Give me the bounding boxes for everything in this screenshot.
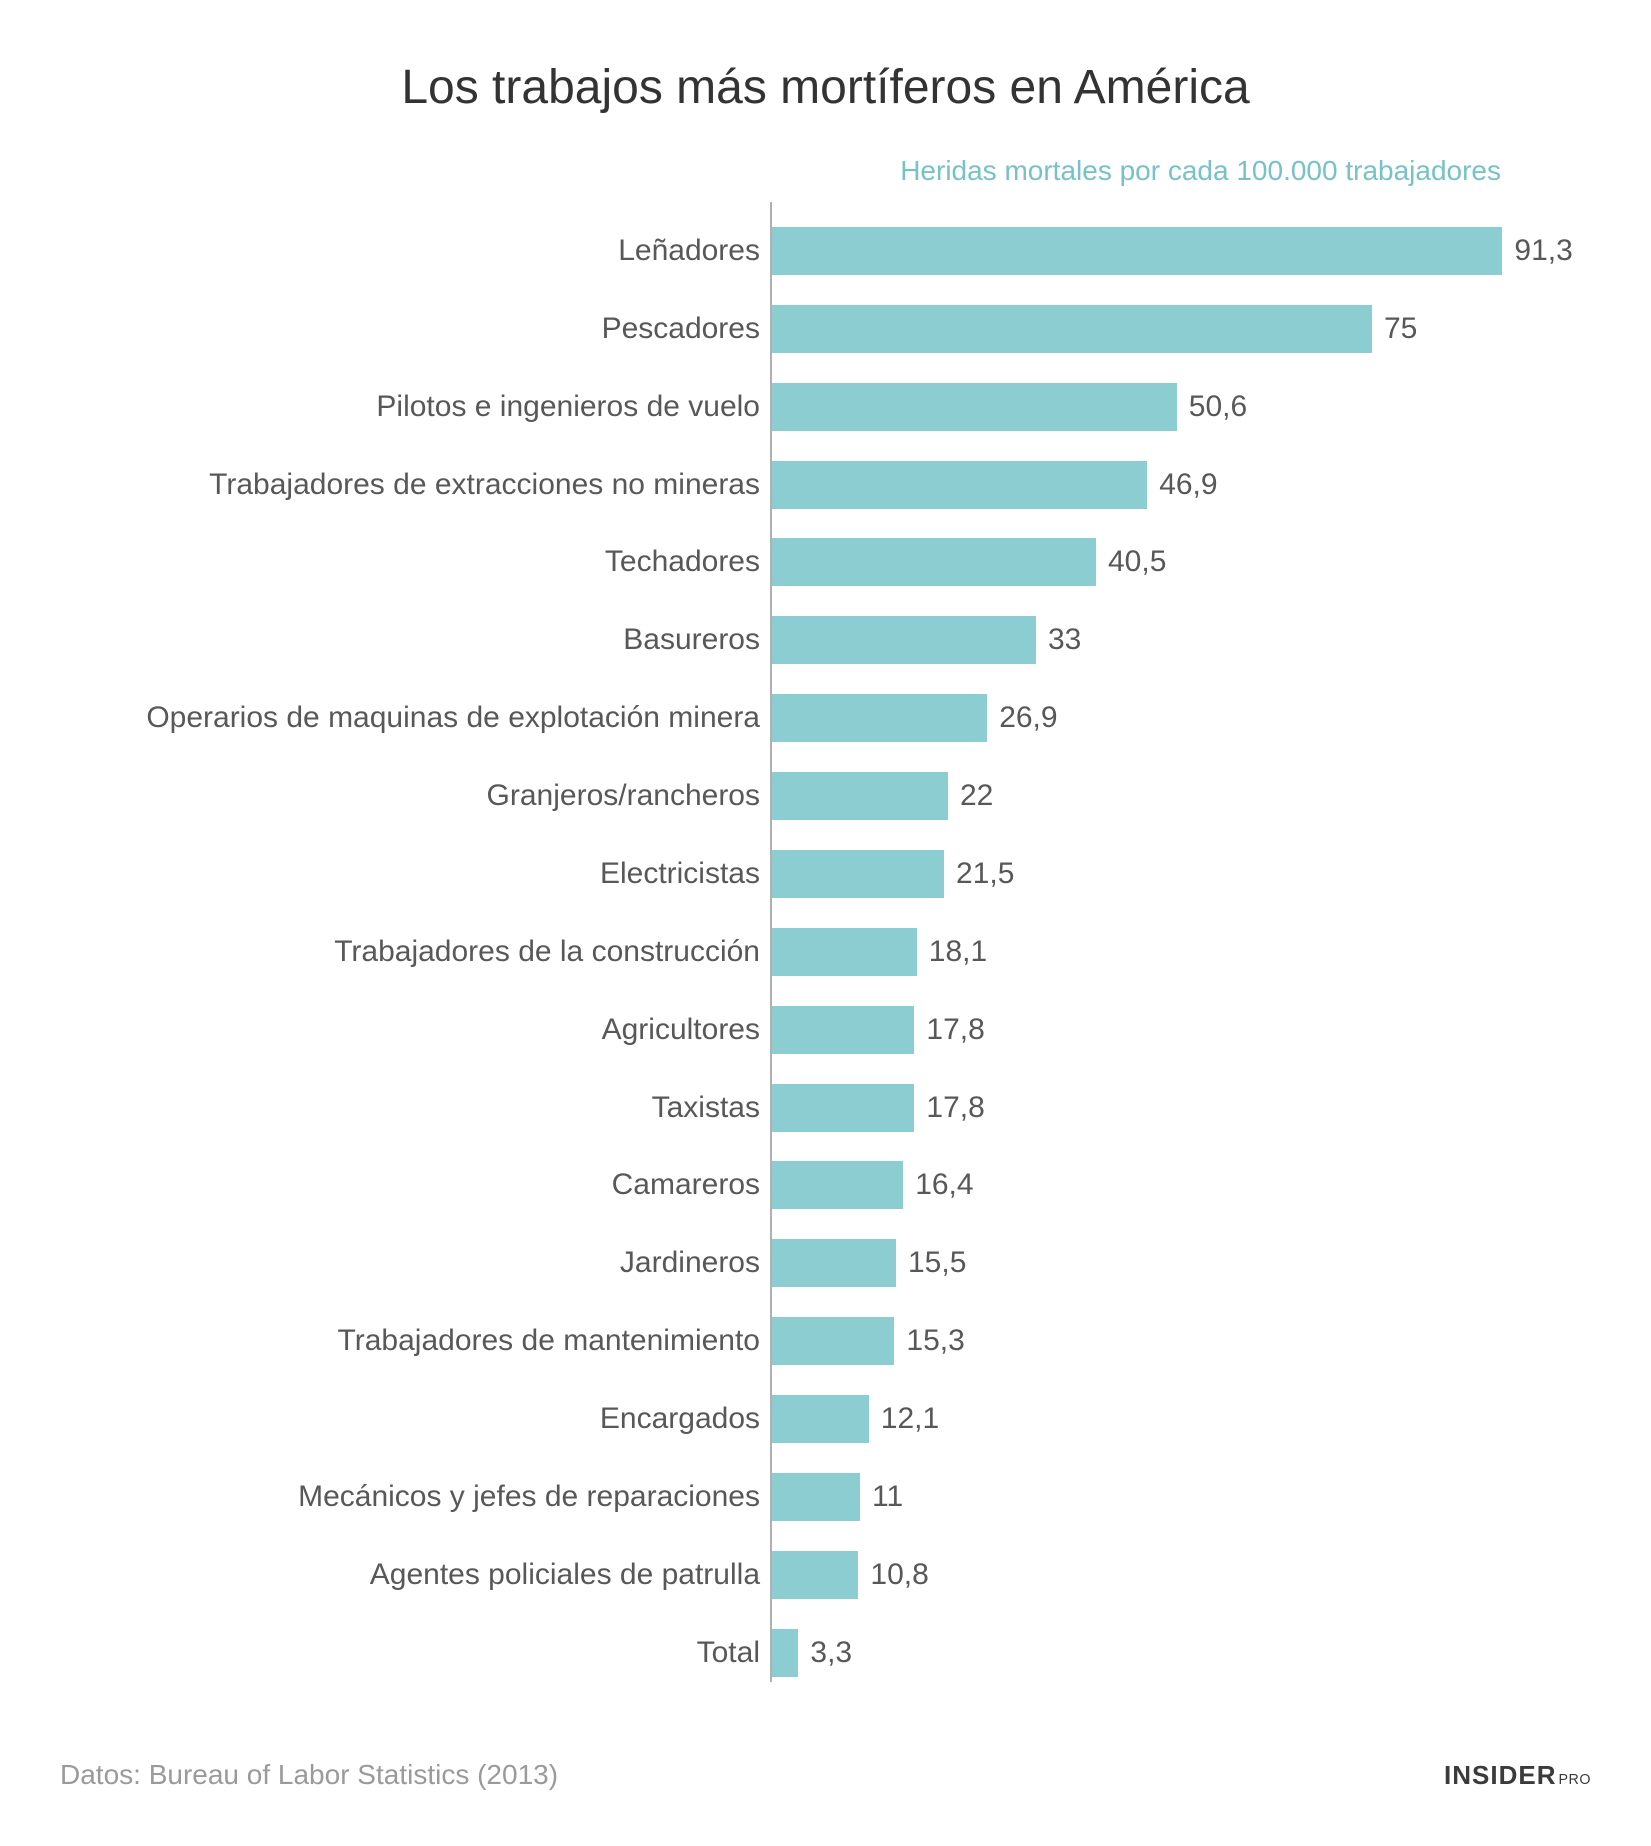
value-label: 11	[872, 1480, 903, 1514]
value-label: 10,8	[870, 1558, 928, 1592]
value-label: 3,3	[810, 1636, 852, 1670]
category-label: Basureros	[623, 623, 760, 657]
value-label: 17,8	[926, 1091, 984, 1125]
bar	[772, 772, 948, 820]
bar-row: Operarios de maquinas de explotación min…	[60, 679, 1591, 757]
bar-row: Jardineros 15,5	[60, 1224, 1591, 1302]
source-text: Datos: Bureau of Labor Statistics (2013)	[60, 1759, 558, 1791]
category-label: Total	[697, 1636, 760, 1670]
bar-row: Trabajadores de la construcción 18,1	[60, 913, 1591, 991]
value-label: 50,6	[1189, 390, 1247, 424]
brand-main: INSIDER	[1444, 1760, 1556, 1791]
bar-row: Taxistas 17,8	[60, 1069, 1591, 1147]
category-label: Operarios de maquinas de explotación min…	[146, 701, 760, 735]
bar	[772, 227, 1502, 275]
value-label: 40,5	[1108, 545, 1166, 579]
bar	[772, 383, 1177, 431]
category-label: Leñadores	[618, 234, 760, 268]
bar-row: Techadores 40,5	[60, 524, 1591, 602]
bar	[772, 538, 1096, 586]
category-label: Encargados	[600, 1402, 760, 1436]
bar-row: Encargados 12,1	[60, 1380, 1591, 1458]
value-label: 21,5	[956, 857, 1014, 891]
bar-row: Trabajadores de mantenimiento 15,3	[60, 1302, 1591, 1380]
category-label: Trabajadores de mantenimiento	[338, 1324, 760, 1358]
bar-row: Trabajadores de extracciones no mineras 4…	[60, 446, 1591, 524]
category-label: Trabajadores de extracciones no mineras	[209, 468, 760, 502]
value-label: 18,1	[929, 935, 987, 969]
category-label: Pescadores	[602, 312, 760, 346]
value-label: 15,5	[908, 1246, 966, 1280]
category-label: Agentes policiales de patrulla	[370, 1558, 760, 1592]
bar	[772, 1084, 914, 1132]
category-label: Trabajadores de la construcción	[334, 935, 760, 969]
bar	[772, 928, 917, 976]
bar-rows: Leñadores 91,3 Pescadores 75 Pilotos e ingen…	[60, 212, 1591, 1692]
bar-row: Leñadores 91,3	[60, 212, 1591, 290]
value-label: 22	[960, 779, 993, 813]
chart-container: Los trabajos más mortíferos en América H…	[0, 0, 1651, 1846]
bar	[772, 1161, 903, 1209]
category-label: Agricultores	[602, 1013, 760, 1047]
bar	[772, 1629, 798, 1677]
chart-subtitle: Heridas mortales por cada 100.000 trabaj…	[60, 155, 1501, 187]
bar	[772, 1006, 914, 1054]
bar	[772, 694, 987, 742]
value-label: 17,8	[926, 1013, 984, 1047]
bar	[772, 305, 1372, 353]
brand-sub: PRO	[1559, 1772, 1591, 1788]
bar	[772, 1473, 860, 1521]
category-label: Mecánicos y jefes de reparaciones	[298, 1480, 760, 1514]
bar	[772, 1317, 894, 1365]
brand-logo: INSIDER PRO	[1444, 1760, 1591, 1791]
bar	[772, 461, 1147, 509]
bar-row: Granjeros/rancheros 22	[60, 757, 1591, 835]
value-label: 12,1	[881, 1402, 939, 1436]
bar-row: Pilotos e ingenieros de vuelo 50,6	[60, 368, 1591, 446]
category-label: Granjeros/rancheros	[487, 779, 760, 813]
bar	[772, 1551, 858, 1599]
bar-row: Electricistas 21,5	[60, 835, 1591, 913]
category-label: Camareros	[612, 1168, 760, 1202]
bar	[772, 616, 1036, 664]
bar	[772, 1239, 896, 1287]
bar	[772, 850, 944, 898]
bar-row: Total 3,3	[60, 1614, 1591, 1692]
category-label: Techadores	[605, 545, 760, 579]
value-label: 15,3	[906, 1324, 964, 1358]
category-label: Electricistas	[600, 857, 760, 891]
value-label: 75	[1384, 312, 1417, 346]
category-label: Pilotos e ingenieros de vuelo	[376, 390, 760, 424]
plot-area: Leñadores 91,3 Pescadores 75 Pilotos e ingen…	[60, 202, 1591, 1682]
bar-row: Pescadores 75	[60, 290, 1591, 368]
value-label: 33	[1048, 623, 1081, 657]
category-label: Jardineros	[620, 1246, 760, 1280]
value-label: 16,4	[915, 1168, 973, 1202]
bar	[772, 1395, 869, 1443]
category-label: Taxistas	[652, 1091, 760, 1125]
value-label: 91,3	[1514, 234, 1572, 268]
value-label: 26,9	[999, 701, 1057, 735]
bar-row: Mecánicos y jefes de reparaciones 11	[60, 1458, 1591, 1536]
chart-title: Los trabajos más mortíferos en América	[60, 60, 1591, 115]
bar-row: Basureros 33	[60, 601, 1591, 679]
bar-row: Camareros 16,4	[60, 1147, 1591, 1225]
bar-row: Agentes policiales de patrulla 10,8	[60, 1536, 1591, 1614]
value-label: 46,9	[1159, 468, 1217, 502]
bar-row: Agricultores 17,8	[60, 991, 1591, 1069]
chart-footer: Datos: Bureau of Labor Statistics (2013)…	[60, 1759, 1591, 1791]
